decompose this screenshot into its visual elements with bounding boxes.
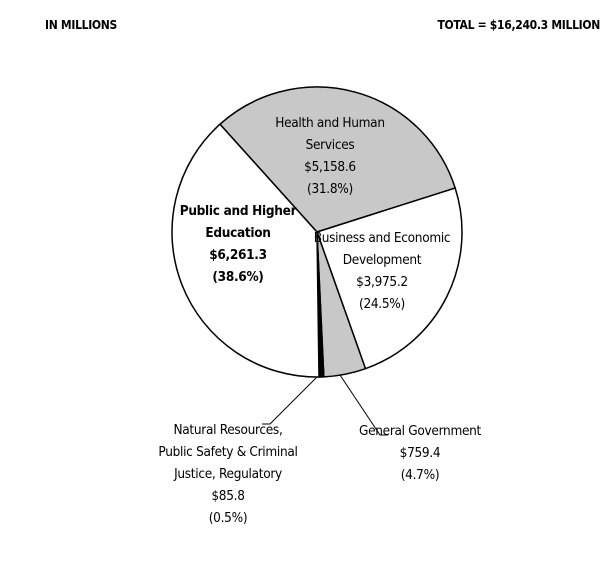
- pie-slice: [218, 86, 457, 233]
- leader-line: [262, 376, 318, 425]
- slice-label: General Government $759.4 (4.7%): [350, 420, 490, 486]
- slice-name: Natural Resources, Public Safety & Crimi…: [158, 422, 298, 482]
- percent-label: (0.5%): [208, 510, 248, 526]
- leader-line: [339, 374, 388, 436]
- percent-label: (38.6%): [212, 269, 264, 285]
- total-label: TOTAL = $16,240.3 MILLION: [437, 18, 600, 32]
- slice-name: Health and Human Services: [275, 115, 385, 153]
- pie-slice: [316, 187, 463, 370]
- pie-slice: [171, 123, 320, 378]
- value-label: $5,158.6: [304, 159, 356, 175]
- percent-label: (4.7%): [400, 467, 440, 483]
- percent-label: (24.5%): [359, 296, 405, 312]
- slice-name: Public and Higher Education: [179, 203, 297, 241]
- value-label: $85.8: [211, 488, 245, 504]
- slice-label: Public and Higher Education $6,261.3 (38.6…: [168, 200, 308, 288]
- value-label: $3,975.2: [356, 274, 408, 290]
- value-label: $759.4: [399, 445, 441, 461]
- slice-label: Natural Resources, Public Safety & Crimi…: [158, 419, 298, 529]
- percent-label: (31.8%): [307, 181, 353, 197]
- slice-name: General Government: [358, 423, 482, 439]
- subtitle: IN MILLIONS: [45, 18, 118, 32]
- slice-label: Business and Economic Development $3,975.…: [312, 227, 452, 315]
- slice-label: Health and Human Services $5,158.6 (31.8%): [260, 112, 400, 200]
- slice-name: Business and Economic Development: [313, 230, 451, 268]
- value-label: $6,261.3: [209, 247, 267, 263]
